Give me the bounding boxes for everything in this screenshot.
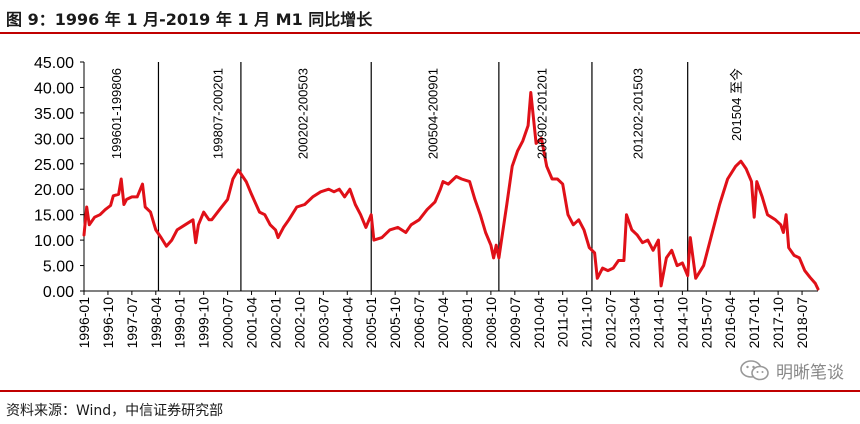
period-label: 201504 至今	[729, 68, 744, 141]
source-note: 资料来源：Wind，中信证券研究部	[6, 403, 224, 419]
y-tick-label: 10.00	[34, 233, 74, 250]
x-tick-label: 2002-10	[291, 297, 307, 349]
x-tick-label: 1996-01	[76, 297, 92, 349]
x-tick-label: 2017-01	[746, 297, 762, 349]
m1-growth-line-chart: 0.00 5.00 10.00 15.00 20.00 25.00 30.00 35.00 40…	[34, 55, 820, 349]
x-tick-label: 2018-07	[794, 297, 810, 349]
x-tick-label: 2014-10	[674, 297, 690, 349]
x-tick-label: 2001-04	[244, 297, 260, 349]
y-tick-label: 20.00	[34, 182, 74, 199]
y-tick-label: 30.00	[34, 131, 74, 148]
x-tick-label: 2003-07	[315, 297, 331, 349]
y-tick-label: 15.00	[34, 208, 74, 225]
x-tick-label: 2005-10	[387, 297, 403, 349]
x-tick-label: 2012-07	[603, 297, 619, 349]
period-label: 199601-199806	[109, 68, 124, 159]
y-tick-label: 5.00	[43, 259, 74, 276]
period-label: 200202-200503	[295, 68, 310, 159]
x-tick-label: 2013-04	[627, 297, 643, 349]
x-tick-label: 2009-07	[507, 297, 523, 349]
x-tick-label: 2011-10	[579, 297, 595, 348]
x-tick-label: 2008-10	[483, 297, 499, 349]
x-tick-label: 2006-07	[411, 297, 427, 349]
x-tick-label: 2010-04	[531, 297, 547, 349]
x-tick-label: 1998-04	[148, 297, 164, 349]
x-tick-label: 2005-01	[363, 297, 379, 349]
x-tick-label: 2011-01	[555, 297, 571, 348]
x-tick-label: 2015-07	[698, 297, 714, 349]
x-tick-label: 2008-01	[459, 297, 475, 349]
period-label: 199807-200201	[210, 68, 225, 159]
y-tick-label: 40.00	[34, 80, 74, 97]
y-tick-label: 35.00	[34, 106, 74, 123]
x-tick-label: 1999-01	[172, 297, 188, 349]
x-tick-label: 2004-04	[339, 297, 355, 349]
period-label: 200504-200901	[426, 68, 441, 159]
figure-footer-bar: 资料来源：Wind，中信证券研究部 明晰笔谈	[0, 359, 860, 424]
period-label: 201202-201503	[630, 68, 645, 159]
y-tick-label: 25.00	[34, 157, 74, 174]
figure-title-bar: 图 9：1996 年 1 月-2019 年 1 月 M1 同比增长	[0, 0, 860, 34]
x-tick-label: 2014-01	[650, 297, 666, 349]
watermark-text: 明晰笔谈	[776, 363, 844, 383]
x-tick-label: 2016-04	[722, 297, 738, 349]
watermark: 明晰笔谈	[740, 358, 844, 383]
x-tick-label: 1999-10	[196, 297, 212, 349]
chart-area: 0.00 5.00 10.00 15.00 20.00 25.00 30.00 35.00 40…	[0, 34, 860, 390]
x-tick-label: 2017-10	[770, 297, 786, 349]
x-tick-label: 2007-04	[435, 297, 451, 349]
x-tick-label: 2002-01	[267, 297, 283, 349]
figure-title: 图 9：1996 年 1 月-2019 年 1 月 M1 同比增长	[6, 10, 373, 29]
y-tick-label: 0.00	[43, 284, 74, 301]
m1-growth-series-line	[82, 91, 820, 291]
period-label: 200902-201201	[535, 68, 550, 159]
x-tick-label: 2000-07	[220, 297, 236, 349]
x-tick-label: 1997-07	[124, 297, 140, 349]
wechat-icon	[740, 359, 769, 380]
x-tick-label: 1996-10	[100, 297, 116, 349]
y-tick-label: 45.00	[34, 55, 74, 72]
